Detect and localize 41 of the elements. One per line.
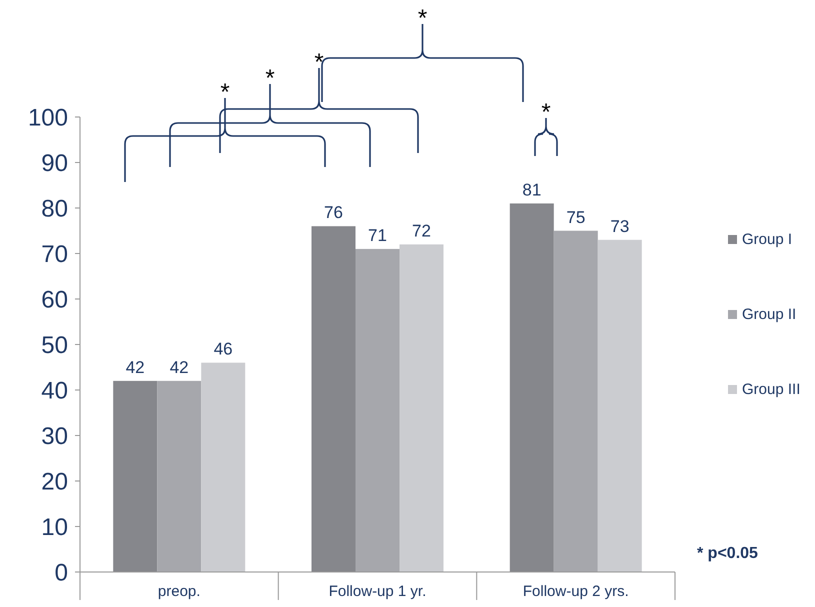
- bar: [157, 380, 202, 572]
- bar: [113, 380, 158, 572]
- text: *: [314, 49, 324, 76]
- legend-label: Group I: [742, 231, 792, 248]
- y-tick-label: 100: [28, 104, 68, 132]
- data-label: 72: [412, 221, 431, 240]
- bar: [201, 362, 246, 572]
- y-tick-label: 70: [41, 240, 68, 268]
- y-tick-label: 60: [41, 286, 68, 314]
- data-label: 42: [170, 358, 189, 377]
- text: * p<0.05: [697, 545, 758, 562]
- y-tick-label: 90: [41, 150, 68, 177]
- bar: [554, 230, 598, 572]
- bar: [356, 248, 400, 572]
- y-tick-label: 10: [41, 514, 68, 541]
- x-tick-label: preop.: [158, 583, 200, 600]
- text: *: [265, 65, 275, 92]
- y-tick-label: 30: [41, 422, 68, 450]
- y-tick-label: 80: [41, 195, 68, 222]
- legend-label: Group II: [742, 306, 796, 323]
- data-label: 42: [126, 358, 145, 377]
- annotation: *: [541, 99, 551, 126]
- data-label: 46: [214, 340, 233, 359]
- y-tick-label: 40: [41, 377, 68, 404]
- legend-label: Group III: [742, 381, 800, 398]
- bar: [400, 244, 444, 572]
- data-label: 76: [324, 203, 343, 222]
- y-tick-label: 0: [54, 559, 68, 586]
- data-label: 75: [566, 208, 586, 227]
- y-tick-label: 50: [41, 332, 68, 359]
- y-tick-label: 20: [41, 468, 68, 496]
- text: *: [418, 5, 428, 32]
- bar: [510, 203, 554, 572]
- data-label: 71: [368, 226, 387, 245]
- bar: [598, 240, 642, 572]
- x-tick-label: Follow-up 2 yrs.: [522, 583, 629, 600]
- data-label: 81: [522, 180, 542, 200]
- x-tick-label: Follow-up 1 yr.: [328, 583, 426, 600]
- bar: [312, 226, 356, 572]
- text: *: [220, 79, 230, 106]
- data-label: 73: [610, 216, 630, 236]
